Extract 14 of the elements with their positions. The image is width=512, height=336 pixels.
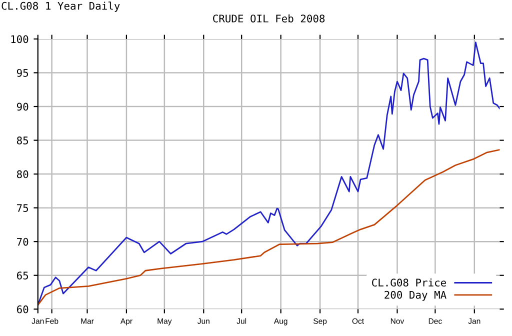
text: CL.G08 1 Year Daily — [2, 2, 120, 12]
legend-label: 200 Day MA — [384, 290, 446, 301]
y-tick-label: 90 — [16, 102, 28, 111]
line-series — [38, 149, 500, 306]
y-tick-label: 75 — [17, 204, 28, 212]
legend-label: CL.G08 Price — [372, 278, 446, 287]
y-tick-label: 95 — [16, 69, 28, 77]
y-tick-label: 65 — [16, 272, 28, 280]
chart-title: CRUDE OIL Feb 2008 — [213, 14, 325, 22]
y-tick-label: 85 — [16, 136, 28, 144]
y-tick-label: 70 — [17, 238, 28, 246]
y-tick-label: 60 — [16, 305, 28, 314]
y-tick-label: 80 — [16, 170, 28, 178]
y-tick-label: 100 — [11, 35, 28, 44]
